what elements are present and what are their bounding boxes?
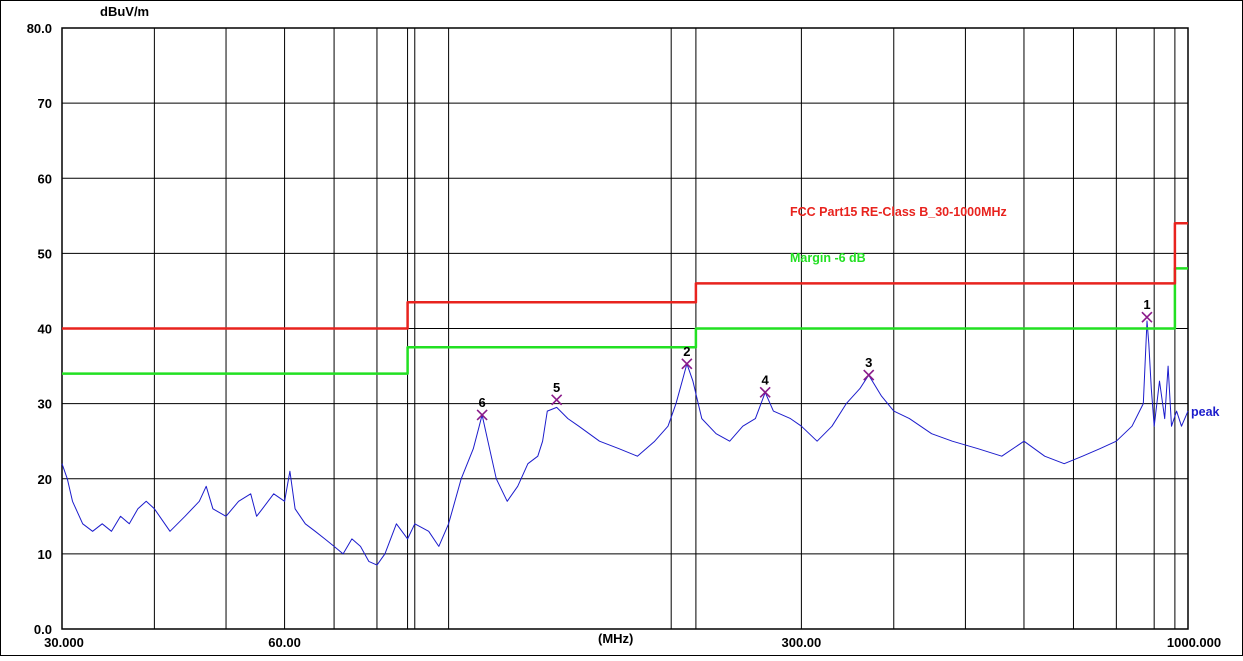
x-tick-label: 300.00 bbox=[782, 635, 822, 650]
marker-x-icon bbox=[681, 358, 693, 370]
marker-1: 1 bbox=[1141, 297, 1153, 323]
peak-trace-line bbox=[61, 320, 1189, 566]
series-layer bbox=[61, 222, 1189, 566]
y-tick-label: 80.0 bbox=[27, 21, 52, 36]
y-tick-label: 50 bbox=[38, 246, 52, 261]
marker-x-icon bbox=[863, 369, 875, 381]
x-unit-label: (MHz) bbox=[598, 631, 633, 646]
marker-x-icon bbox=[551, 394, 563, 406]
y-tick-label: 40 bbox=[38, 322, 52, 337]
margin-line-label: Margin -6 dB bbox=[790, 251, 866, 265]
x-tick-label: 1000.000 bbox=[1167, 635, 1221, 650]
y-tick-label: 0.0 bbox=[34, 622, 52, 637]
marker-6: 6 bbox=[476, 395, 488, 421]
limit-line bbox=[62, 222, 1188, 330]
x-tick-label: 30.000 bbox=[44, 635, 84, 650]
marker-2: 2 bbox=[681, 344, 693, 370]
marker-5: 5 bbox=[551, 380, 563, 406]
marker-label: 3 bbox=[865, 355, 872, 370]
marker-label: 6 bbox=[479, 395, 486, 410]
marker-3: 3 bbox=[863, 355, 875, 381]
marker-label: 4 bbox=[762, 372, 770, 387]
marker-label: 5 bbox=[553, 380, 560, 395]
limit-line-label: FCC Part15 RE-Class B_30-1000MHz bbox=[790, 205, 1007, 219]
trace-label: peak bbox=[1191, 405, 1220, 419]
y-tick-label: 70 bbox=[38, 96, 52, 111]
marker-x-icon bbox=[476, 409, 488, 421]
y-unit-label: dBuV/m bbox=[100, 4, 149, 19]
marker-label: 2 bbox=[683, 344, 690, 359]
tick-labels: 80.0 70 60 50 40 30 20 10 0.030.000 60.00 300.00 10… bbox=[27, 21, 1221, 650]
marker-x-icon bbox=[759, 386, 771, 398]
marker-x-icon bbox=[1141, 311, 1153, 323]
x-tick-label: 60.00 bbox=[268, 635, 301, 650]
markers-layer: 1 2 3 4 5 6 bbox=[476, 297, 1153, 421]
y-tick-label: 30 bbox=[38, 397, 52, 412]
marker-4: 4 bbox=[759, 372, 771, 398]
marker-label: 1 bbox=[1143, 297, 1150, 312]
y-tick-label: 10 bbox=[38, 547, 52, 562]
y-tick-label: 60 bbox=[38, 171, 52, 186]
y-tick-label: 20 bbox=[38, 472, 52, 487]
